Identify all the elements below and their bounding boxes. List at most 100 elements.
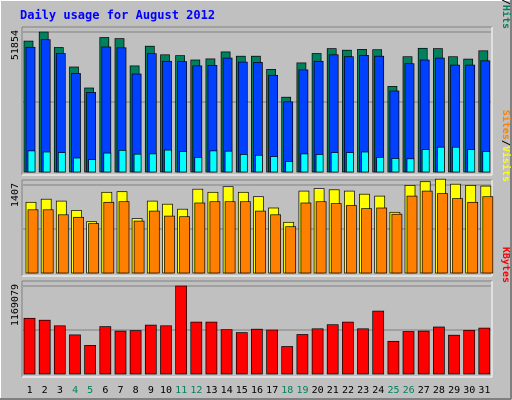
bar-kbytes-day-5 xyxy=(84,345,96,375)
bar-pages-day-21 xyxy=(330,152,339,173)
x-tick-label-day-8: 8 xyxy=(133,385,139,396)
bar-sites-day-19 xyxy=(300,202,312,274)
bar-sites-day-12 xyxy=(194,202,206,274)
x-tick-label-day-17: 17 xyxy=(266,385,278,396)
bar-pages-day-9 xyxy=(148,153,157,173)
panel-top-ymax-label: 51854 xyxy=(10,30,21,60)
bar-sites-day-17 xyxy=(270,214,281,274)
bar-sites-day-29 xyxy=(452,198,463,274)
bar-kbytes-day-23 xyxy=(357,328,369,375)
bar-sites-day-4 xyxy=(73,216,84,274)
bar-pages-day-6 xyxy=(103,152,112,173)
bar-files-day-4 xyxy=(71,73,81,173)
bar-pages-day-12 xyxy=(194,157,203,173)
x-tick-label-day-10: 10 xyxy=(160,385,172,396)
bar-pages-day-27 xyxy=(421,149,430,173)
bar-sites-day-15 xyxy=(239,201,251,274)
bar-sites-day-3 xyxy=(57,214,69,274)
bar-pages-day-29 xyxy=(452,146,460,173)
bar-pages-day-14 xyxy=(224,150,233,173)
x-tick-label-day-6: 6 xyxy=(102,385,108,396)
panel-bot: 1169079 KBytes xyxy=(10,247,511,378)
panel-bot-side-label: KBytes xyxy=(500,247,511,283)
bar-kbytes-day-11 xyxy=(175,285,187,375)
bar-pages-day-24 xyxy=(376,157,385,173)
bar-sites-day-21 xyxy=(330,203,342,274)
bar-files-day-12 xyxy=(192,65,203,173)
bar-kbytes-day-17 xyxy=(266,329,278,375)
bar-sites-day-22 xyxy=(346,205,357,274)
bar-pages-day-18 xyxy=(285,161,294,173)
x-tick-label-day-13: 13 xyxy=(205,385,217,396)
bar-sites-day-6 xyxy=(103,201,115,274)
x-tick-label-day-28: 28 xyxy=(433,385,445,396)
side-label-part: / xyxy=(500,140,511,146)
bar-kbytes-day-16 xyxy=(251,328,263,375)
side-label-part: Hits xyxy=(500,5,512,29)
x-tick-label-day-3: 3 xyxy=(57,385,63,396)
bar-kbytes-day-1 xyxy=(23,317,36,375)
x-tick-label-day-31: 31 xyxy=(478,385,490,396)
bar-kbytes-day-20 xyxy=(311,328,324,375)
x-tick-label-day-18: 18 xyxy=(281,385,293,396)
bar-sites-day-20 xyxy=(315,201,327,274)
bar-pages-day-22 xyxy=(346,152,354,173)
bar-sites-day-11 xyxy=(179,216,190,274)
x-tick-label-day-24: 24 xyxy=(372,385,384,396)
bar-kbytes-day-27 xyxy=(417,330,430,375)
side-label-part: / xyxy=(500,0,511,5)
bar-pages-day-23 xyxy=(361,151,369,173)
panel-bot-ymax-label: 1169079 xyxy=(10,284,21,326)
x-tick-label-day-2: 2 xyxy=(42,385,48,396)
x-tick-label-day-1: 1 xyxy=(27,385,33,396)
panel-mid-ymax-label: 1407 xyxy=(10,183,21,207)
bar-kbytes-day-10 xyxy=(160,325,172,375)
bar-kbytes-day-4 xyxy=(69,334,81,375)
panel-mid-side-label: Sites/Visits xyxy=(500,110,512,182)
side-label-part: KBytes xyxy=(500,247,511,283)
bar-sites-day-16 xyxy=(255,210,266,274)
chart-panels: 51854Pages/Files/Hits1407Sites/Visits116… xyxy=(10,0,512,378)
bar-sites-day-5 xyxy=(88,223,99,274)
x-tick-label-day-21: 21 xyxy=(327,385,339,396)
bar-sites-day-23 xyxy=(361,208,372,274)
bar-kbytes-day-30 xyxy=(463,329,476,375)
bar-pages-day-20 xyxy=(315,154,324,173)
bar-pages-day-30 xyxy=(467,149,476,173)
bar-pages-day-10 xyxy=(164,149,172,173)
side-label-part: Sites xyxy=(500,110,512,140)
x-tick-label-day-5: 5 xyxy=(87,385,93,396)
bar-kbytes-day-24 xyxy=(372,310,385,375)
bar-files-day-26 xyxy=(404,63,415,173)
bar-pages-day-8 xyxy=(133,153,142,173)
bar-kbytes-day-8 xyxy=(129,330,142,375)
x-tick-label-day-11: 11 xyxy=(175,385,187,396)
bar-kbytes-day-18 xyxy=(281,346,294,375)
x-tick-label-day-29: 29 xyxy=(448,385,460,396)
bar-kbytes-day-26 xyxy=(402,331,415,375)
bar-pages-day-11 xyxy=(179,151,187,173)
bar-pages-day-31 xyxy=(482,151,491,173)
bar-sites-day-8 xyxy=(133,220,145,274)
x-tick-label-day-12: 12 xyxy=(190,385,202,396)
bar-pages-day-17 xyxy=(270,156,278,173)
bar-kbytes-day-21 xyxy=(326,324,339,375)
bar-sites-day-9 xyxy=(148,210,160,274)
bar-kbytes-day-12 xyxy=(190,321,203,375)
bar-files-day-24 xyxy=(374,55,385,173)
x-axis-labels: 1 2 3 4 5 6 7 8 9 10 11 12 13 14 15 16 17 18 19 20 21 22 23 24 2… xyxy=(27,385,491,396)
bar-kbytes-day-19 xyxy=(296,334,309,375)
bar-sites-day-2 xyxy=(42,209,54,274)
bar-kbytes-day-31 xyxy=(478,327,491,375)
x-tick-label-day-26: 26 xyxy=(403,385,415,396)
bar-kbytes-day-7 xyxy=(114,330,127,375)
x-tick-label-day-19: 19 xyxy=(296,385,308,396)
bar-sites-day-27 xyxy=(421,190,433,274)
x-tick-label-day-16: 16 xyxy=(251,385,263,396)
x-tick-label-day-9: 9 xyxy=(148,385,154,396)
bar-sites-day-30 xyxy=(467,201,479,274)
panel-top-side-label: Pages/Files/Hits xyxy=(500,0,512,29)
panel-top: 51854 Pages/Files/Hits xyxy=(10,0,512,176)
side-label-part: Visits xyxy=(500,146,512,182)
